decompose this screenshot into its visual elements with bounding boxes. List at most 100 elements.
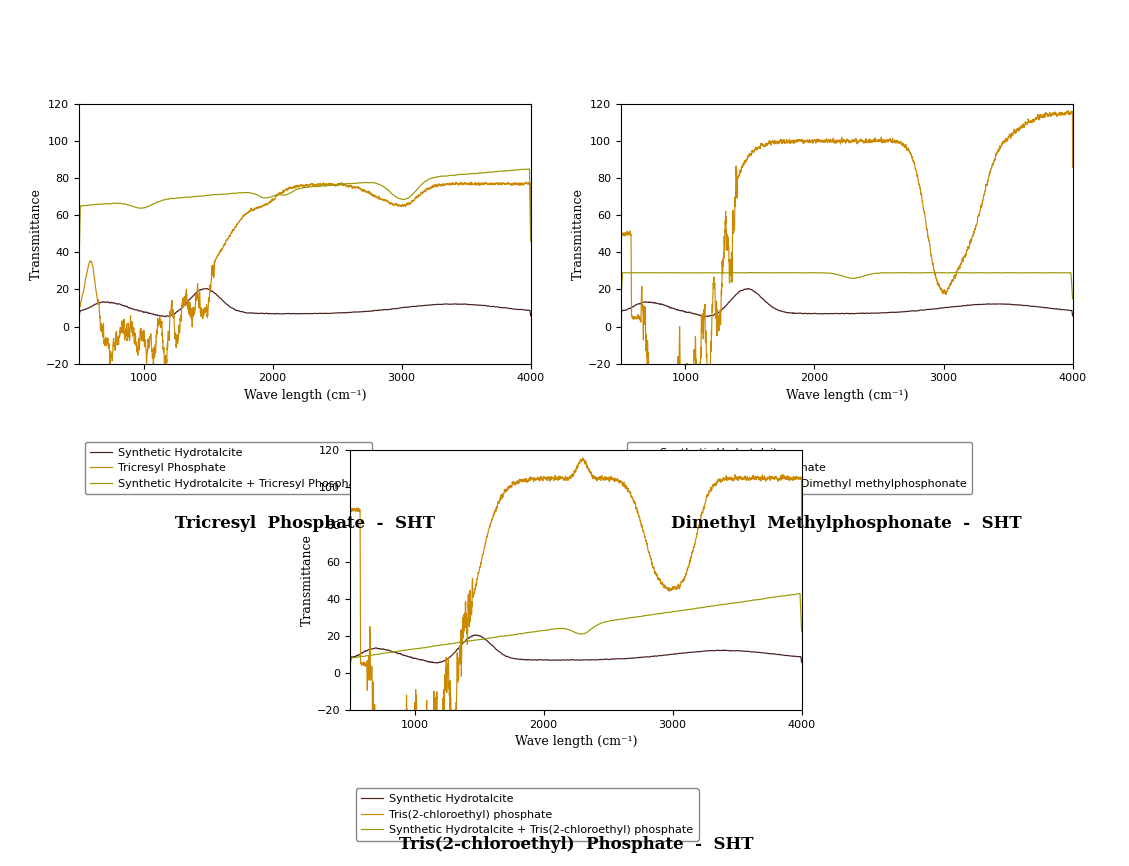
Line: Synthetic Hydrotalcite + Tricresyl Phosphate: Synthetic Hydrotalcite + Tricresyl Phosp… bbox=[79, 169, 531, 266]
Synthetic Hydrotalcite bbox=[359, 307, 373, 317]
Line: Synthetic Hydrotalcite + Tris(2-chloroethyl) phosphate: Synthetic Hydrotalcite + Tris(2-chloroet… bbox=[350, 593, 802, 665]
Synthetic Hydrotalcite + Dimethyl methylphosphonate bbox=[708, 268, 721, 278]
Tris(2-chloroethyl) phosphate bbox=[414, 808, 428, 818]
Synthetic Hydrotalcite bbox=[489, 301, 502, 312]
Tricresyl Phosphate bbox=[236, 212, 250, 223]
Synthetic Hydrotalcite + Dimethyl methylphosphonate bbox=[1031, 268, 1044, 278]
Synthetic Hydrotalcite bbox=[611, 654, 624, 664]
Synthetic Hydrotalcite bbox=[828, 308, 841, 319]
Tris(2-chloroethyl) phosphate bbox=[630, 507, 644, 517]
Tricresyl Phosphate bbox=[489, 178, 502, 189]
Synthetic Hydrotalcite bbox=[557, 655, 570, 665]
Line: Tris(2-chloroethyl) phosphate: Tris(2-chloroethyl) phosphate bbox=[350, 458, 802, 813]
Synthetic Hydrotalcite bbox=[795, 657, 808, 668]
Tricresyl Phosphate bbox=[524, 236, 537, 246]
Synthetic Hydrotalcite + Tris(2-chloroethyl) phosphate bbox=[557, 624, 570, 634]
Synthetic Hydrotalcite bbox=[340, 307, 353, 318]
Dimethyl methylphosphonate bbox=[1061, 106, 1075, 116]
Dimethyl methylphosphonate bbox=[1066, 162, 1079, 172]
Tris(2-chloroethyl) phosphate bbox=[343, 586, 357, 597]
Tris(2-chloroethyl) phosphate bbox=[507, 477, 520, 488]
Synthetic Hydrotalcite + Tricresyl Phosphate bbox=[524, 235, 537, 245]
Synthetic Hydrotalcite bbox=[1031, 301, 1044, 312]
Text: Tris(2-chloroethyl)  Phosphate  -  SHT: Tris(2-chloroethyl) Phosphate - SHT bbox=[399, 836, 753, 853]
Synthetic Hydrotalcite + Tricresyl Phosphate bbox=[340, 178, 353, 189]
Synthetic Hydrotalcite + Tricresyl Phosphate bbox=[236, 188, 250, 198]
Line: Synthetic Hydrotalcite: Synthetic Hydrotalcite bbox=[79, 288, 531, 319]
Synthetic Hydrotalcite + Tricresyl Phosphate bbox=[523, 164, 536, 174]
Synthetic Hydrotalcite + Tris(2-chloroethyl) phosphate bbox=[760, 593, 773, 604]
Synthetic Hydrotalcite + Tricresyl Phosphate bbox=[166, 193, 180, 204]
X-axis label: Wave length (cm⁻¹): Wave length (cm⁻¹) bbox=[515, 735, 637, 748]
Tris(2-chloroethyl) phosphate bbox=[557, 473, 570, 483]
Synthetic Hydrotalcite + Tris(2-chloroethyl) phosphate bbox=[611, 615, 624, 625]
Synthetic Hydrotalcite + Dimethyl methylphosphonate bbox=[1066, 294, 1079, 304]
Synthetic Hydrotalcite + Tris(2-chloroethyl) phosphate bbox=[630, 611, 644, 622]
Synthetic Hydrotalcite + Dimethyl methylphosphonate bbox=[614, 294, 628, 304]
Tricresyl Phosphate bbox=[72, 311, 86, 321]
Dimethyl methylphosphonate bbox=[709, 303, 723, 313]
Synthetic Hydrotalcite + Dimethyl methylphosphonate bbox=[828, 268, 841, 279]
X-axis label: Wave length (cm⁻¹): Wave length (cm⁻¹) bbox=[786, 389, 908, 402]
Synthetic Hydrotalcite bbox=[72, 313, 86, 324]
Synthetic Hydrotalcite bbox=[760, 648, 773, 658]
Synthetic Hydrotalcite bbox=[630, 652, 644, 662]
Tricresyl Phosphate bbox=[465, 177, 479, 187]
Synthetic Hydrotalcite + Tris(2-chloroethyl) phosphate bbox=[793, 588, 806, 598]
Synthetic Hydrotalcite + Tricresyl Phosphate bbox=[286, 187, 299, 197]
Dimethyl methylphosphonate bbox=[901, 143, 914, 153]
X-axis label: Wave length (cm⁻¹): Wave length (cm⁻¹) bbox=[244, 389, 366, 402]
Synthetic Hydrotalcite + Tris(2-chloroethyl) phosphate bbox=[507, 630, 520, 640]
Synthetic Hydrotalcite bbox=[882, 307, 895, 318]
Line: Tricresyl Phosphate: Tricresyl Phosphate bbox=[79, 182, 531, 369]
Text: Dimethyl  Methylphosphonate  -  SHT: Dimethyl Methylphosphonate - SHT bbox=[672, 515, 1022, 533]
Line: Synthetic Hydrotalcite: Synthetic Hydrotalcite bbox=[350, 635, 802, 665]
Synthetic Hydrotalcite bbox=[614, 313, 628, 324]
Tricresyl Phosphate bbox=[340, 181, 353, 191]
Synthetic Hydrotalcite + Tris(2-chloroethyl) phosphate bbox=[437, 639, 450, 650]
Synthetic Hydrotalcite bbox=[236, 307, 250, 317]
Tris(2-chloroethyl) phosphate bbox=[612, 475, 625, 486]
Synthetic Hydrotalcite bbox=[200, 283, 213, 294]
Synthetic Hydrotalcite bbox=[901, 307, 914, 317]
Dimethyl methylphosphonate bbox=[614, 275, 628, 286]
Synthetic Hydrotalcite + Tricresyl Phosphate bbox=[359, 178, 373, 188]
Synthetic Hydrotalcite bbox=[1066, 311, 1079, 321]
Tris(2-chloroethyl) phosphate bbox=[438, 704, 452, 714]
Line: Synthetic Hydrotalcite + Dimethyl methylphosphonate: Synthetic Hydrotalcite + Dimethyl methyl… bbox=[621, 273, 1073, 299]
Legend: Synthetic Hydrotalcite, Tris(2-chloroethyl) phosphate, Synthetic Hydrotalcite + : Synthetic Hydrotalcite, Tris(2-chloroeth… bbox=[356, 788, 699, 841]
Tricresyl Phosphate bbox=[286, 183, 299, 193]
Dimethyl methylphosphonate bbox=[667, 459, 681, 469]
Synthetic Hydrotalcite + Tricresyl Phosphate bbox=[72, 261, 86, 271]
Line: Dimethyl methylphosphonate: Dimethyl methylphosphonate bbox=[621, 111, 1073, 464]
Synthetic Hydrotalcite + Dimethyl methylphosphonate bbox=[901, 268, 914, 278]
Tricresyl Phosphate bbox=[167, 309, 181, 320]
Text: Tricresyl  Phosphate  -  SHT: Tricresyl Phosphate - SHT bbox=[175, 515, 435, 533]
Dimethyl methylphosphonate bbox=[882, 135, 895, 145]
Synthetic Hydrotalcite bbox=[708, 308, 721, 319]
Synthetic Hydrotalcite bbox=[524, 311, 537, 321]
Synthetic Hydrotalcite + Tricresyl Phosphate bbox=[489, 166, 502, 177]
Synthetic Hydrotalcite + Dimethyl methylphosphonate bbox=[778, 268, 791, 278]
Synthetic Hydrotalcite bbox=[778, 307, 791, 317]
Synthetic Hydrotalcite + Dimethyl methylphosphonate bbox=[882, 268, 895, 278]
Synthetic Hydrotalcite bbox=[166, 309, 180, 320]
Tris(2-chloroethyl) phosphate bbox=[795, 521, 808, 532]
Synthetic Hydrotalcite bbox=[437, 656, 450, 666]
Tris(2-chloroethyl) phosphate bbox=[760, 474, 773, 484]
Y-axis label: Transmittance: Transmittance bbox=[572, 188, 585, 280]
Dimethyl methylphosphonate bbox=[1031, 110, 1044, 120]
Synthetic Hydrotalcite bbox=[742, 283, 755, 294]
Dimethyl methylphosphonate bbox=[778, 136, 791, 146]
Synthetic Hydrotalcite bbox=[470, 630, 483, 640]
Synthetic Hydrotalcite + Dimethyl methylphosphonate bbox=[922, 268, 936, 278]
Synthetic Hydrotalcite bbox=[507, 653, 520, 663]
Dimethyl methylphosphonate bbox=[828, 138, 841, 148]
Synthetic Hydrotalcite bbox=[286, 308, 299, 319]
Legend: Synthetic Hydrotalcite, Dimethyl methylphosphonate, Synthetic Hydrotalcite + Dim: Synthetic Hydrotalcite, Dimethyl methylp… bbox=[627, 442, 972, 494]
Synthetic Hydrotalcite + Tris(2-chloroethyl) phosphate bbox=[795, 626, 808, 637]
Y-axis label: Transmittance: Transmittance bbox=[301, 534, 314, 626]
Line: Synthetic Hydrotalcite: Synthetic Hydrotalcite bbox=[621, 288, 1073, 319]
Y-axis label: Transmittance: Transmittance bbox=[30, 188, 43, 280]
Legend: Synthetic Hydrotalcite, Tricresyl Phosphate, Synthetic Hydrotalcite + Tricresyl : Synthetic Hydrotalcite, Tricresyl Phosph… bbox=[85, 442, 373, 494]
